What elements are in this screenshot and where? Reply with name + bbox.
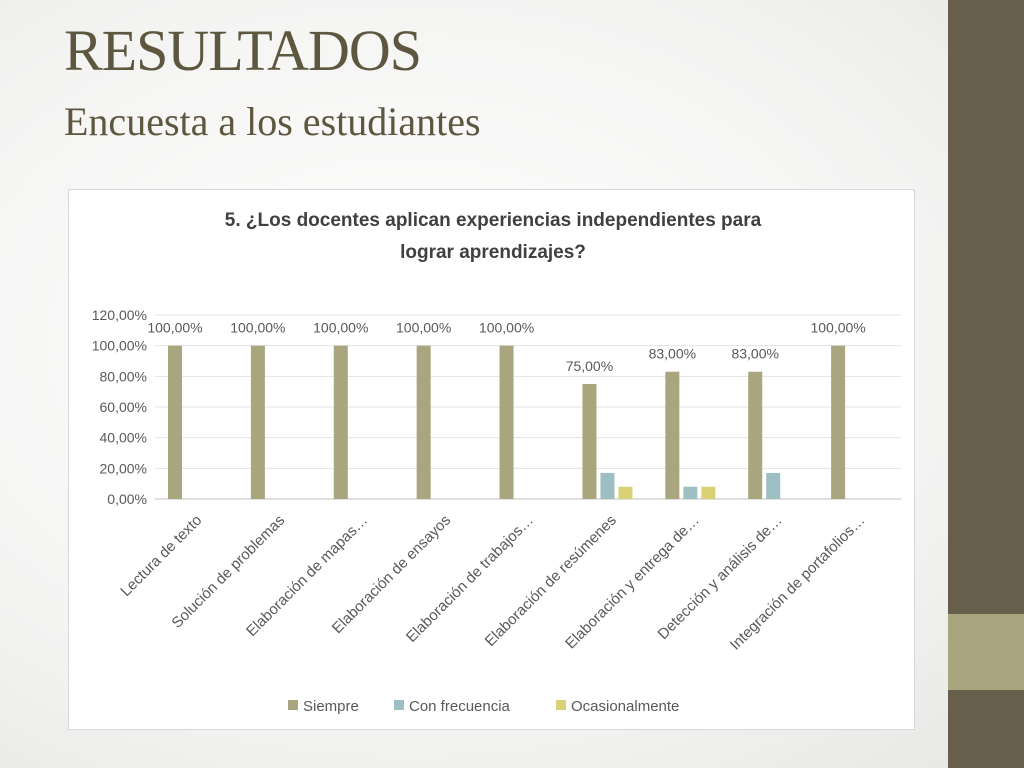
x-tick-label: Integración de portafolios…	[727, 512, 869, 654]
y-tick-label: 120,00%	[92, 307, 147, 323]
x-tick-label: Elaboración de resúmenes	[482, 512, 620, 650]
data-label: 100,00%	[313, 320, 368, 336]
bar-siempre	[333, 345, 348, 499]
slide-title: RESULTADOS	[64, 18, 422, 83]
bar-chart: 0,00%20,00%40,00%60,00%80,00%100,00%120,…	[92, 210, 901, 715]
y-tick-label: 0,00%	[107, 491, 147, 507]
data-label: 100,00%	[396, 320, 451, 336]
side-accent-block	[948, 614, 1024, 690]
x-tick-label: Elaboración y entrega de…	[562, 512, 703, 653]
bar-siempre	[582, 384, 597, 499]
bar-siempre	[250, 345, 265, 499]
data-labels: 100,00% 100,00% 100,00% 100,00% 100,00% 75,00…	[147, 320, 865, 374]
data-label: 100,00%	[810, 320, 865, 336]
legend-swatch	[394, 700, 404, 710]
bar-siempre	[665, 371, 680, 499]
y-tick-label: 100,00%	[92, 338, 147, 354]
data-label: 83,00%	[649, 346, 696, 362]
chart-legend: Siempre Con frecuencia Ocasionalmente	[288, 698, 679, 715]
y-tick-label: 40,00%	[100, 430, 147, 446]
bar-con-frecuencia	[600, 472, 615, 499]
chart-gridlines	[155, 314, 901, 500]
legend-swatch	[556, 700, 566, 710]
legend-label: Con frecuencia	[409, 698, 511, 715]
bar-siempre	[748, 371, 763, 499]
bar-siempre	[416, 345, 431, 499]
bar-con-frecuencia	[766, 472, 781, 499]
bar-ocasionalmente	[701, 486, 716, 499]
x-tick-label: Lectura de texto	[117, 512, 205, 600]
chart-frame: 0,00% 20,00% 40,00% 60,00% 80,00% 100,00% 120,…	[68, 189, 915, 730]
bar-siempre	[499, 345, 514, 499]
data-label: 100,00%	[230, 320, 285, 336]
y-axis: 0,00% 20,00% 40,00% 60,00% 80,00% 100,00% 120,…	[92, 307, 147, 507]
data-label: 83,00%	[731, 346, 778, 362]
slide-subtitle: Encuesta a los estudiantes	[64, 99, 481, 144]
data-label: 75,00%	[566, 358, 613, 374]
legend-swatch	[288, 700, 298, 710]
chart-title-line-2: lograr aprendizajes?	[400, 242, 586, 263]
data-label: 100,00%	[479, 320, 534, 336]
legend-label: Ocasionalmente	[571, 698, 679, 715]
data-label: 100,00%	[147, 320, 202, 336]
chart-title-line-1: 5. ¿Los docentes aplican experiencias in…	[225, 210, 762, 231]
y-tick-label: 80,00%	[100, 368, 147, 384]
bar-siempre	[831, 345, 846, 499]
bar-siempre	[168, 345, 182, 499]
legend-label: Siempre	[303, 698, 359, 715]
y-tick-label: 20,00%	[100, 460, 147, 476]
y-tick-label: 60,00%	[100, 399, 147, 415]
chart-bars	[168, 345, 846, 499]
bar-ocasionalmente	[618, 486, 633, 499]
bar-con-frecuencia	[683, 486, 698, 499]
